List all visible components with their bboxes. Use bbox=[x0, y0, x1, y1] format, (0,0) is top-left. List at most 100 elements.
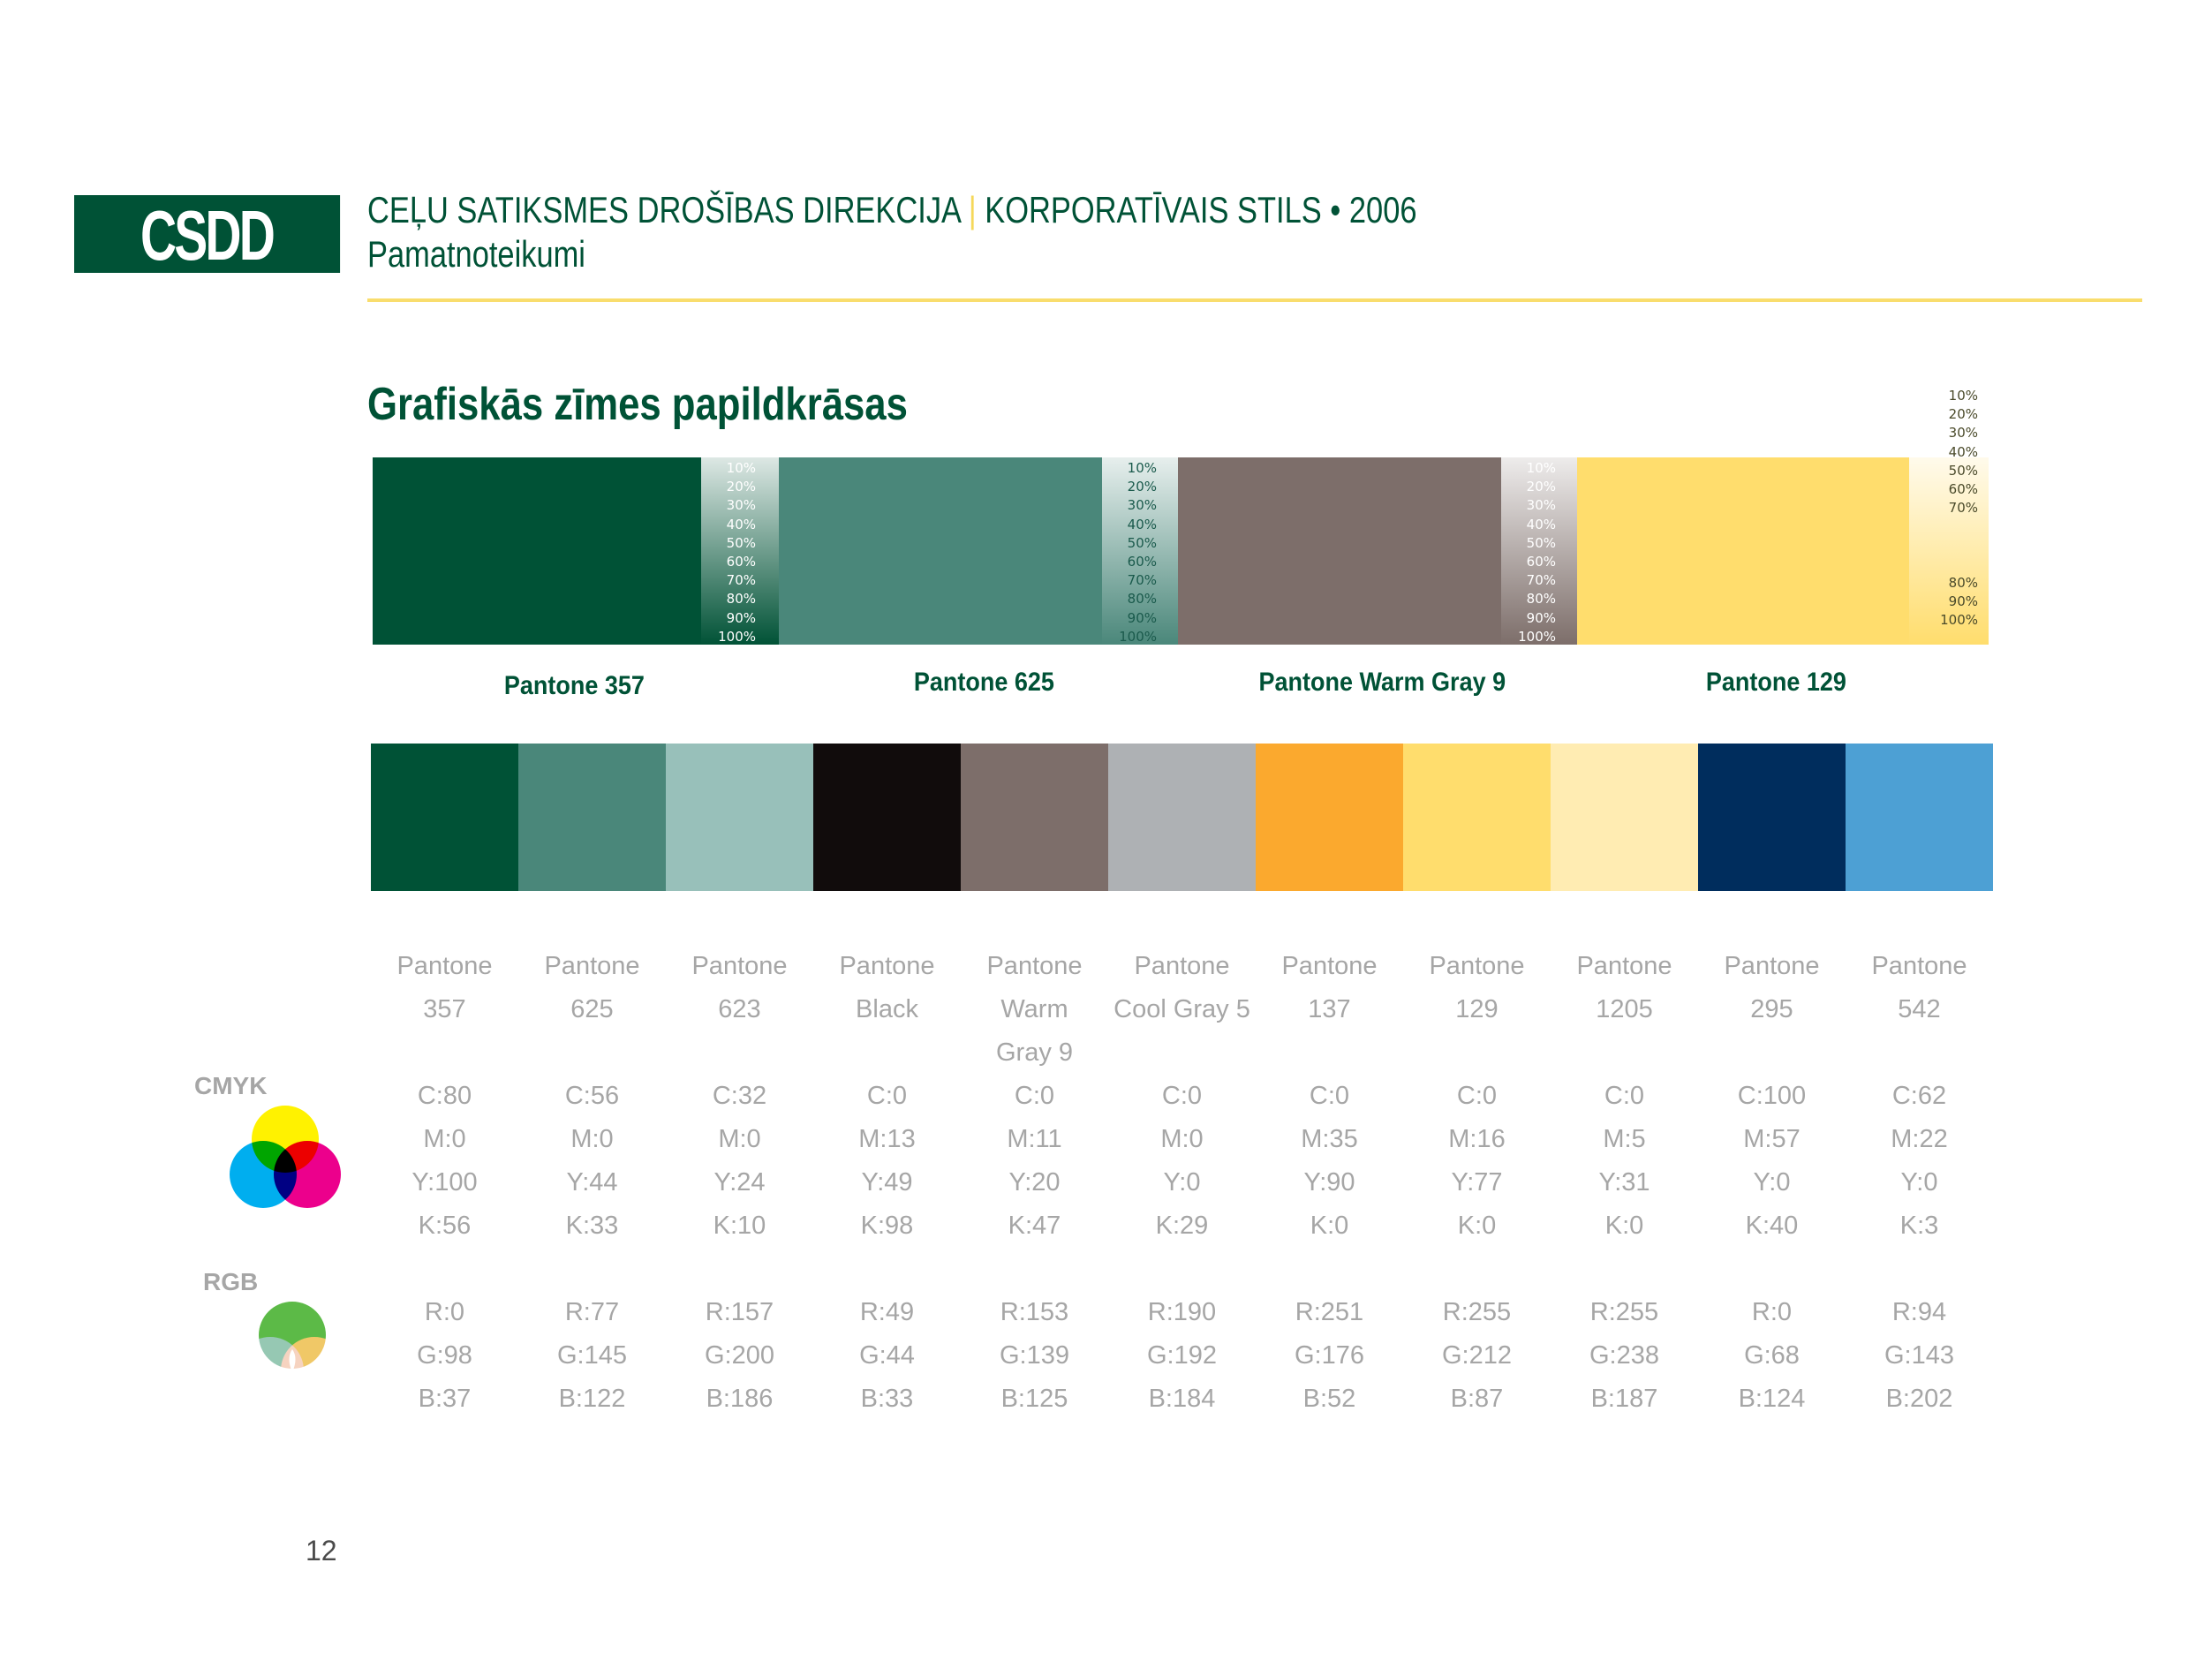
cmyk-value: M:16 bbox=[1448, 1125, 1506, 1153]
spacer bbox=[1256, 1248, 1403, 1291]
cmyk-values: C:0 M:0 Y:0 K:29 bbox=[1108, 1075, 1256, 1248]
spacer bbox=[1108, 1248, 1256, 1291]
rgb-value: R:255 bbox=[1442, 1298, 1512, 1326]
rgb-value: G:68 bbox=[1744, 1341, 1800, 1370]
palette-color-name: Pantone 542 bbox=[1846, 945, 1993, 1075]
color-name-line: 137 bbox=[1308, 995, 1351, 1023]
rgb-value: R:0 bbox=[424, 1298, 465, 1326]
csdd-logo: CSDD bbox=[74, 195, 341, 273]
rgb-values: R:0 G:68 B:124 bbox=[1698, 1291, 1846, 1421]
spacer bbox=[518, 1248, 666, 1291]
cmyk-value: Y:49 bbox=[861, 1168, 913, 1197]
tint-label: 10% bbox=[1127, 460, 1157, 476]
spacer bbox=[813, 1248, 961, 1291]
rgb-values: R:255 G:238 B:187 bbox=[1551, 1291, 1698, 1421]
cmyk-value: M:57 bbox=[1743, 1125, 1801, 1153]
cmyk-value: K:10 bbox=[713, 1212, 766, 1240]
tint-label: 70% bbox=[1526, 572, 1556, 589]
tint-label: 90% bbox=[1127, 609, 1157, 626]
rgb-value: G:145 bbox=[557, 1341, 627, 1370]
palette-swatch bbox=[666, 744, 813, 891]
rgb-value: B:186 bbox=[706, 1385, 774, 1413]
palette-swatch bbox=[1551, 744, 1698, 891]
palette-spec-column: Pantone 625 C:56 M:0 Y:44 K:33 R:77 G:145 B:122 bbox=[518, 945, 666, 1421]
cmyk-value: K:29 bbox=[1155, 1212, 1209, 1240]
tint-label: 60% bbox=[1127, 553, 1157, 570]
palette-color-name: Pantone Cool Gray 5 bbox=[1108, 945, 1256, 1075]
cmyk-icon bbox=[230, 1106, 341, 1208]
tint-label: 80% bbox=[726, 591, 756, 608]
header-separator: | bbox=[968, 189, 977, 230]
cmyk-value: Y:0 bbox=[1753, 1168, 1791, 1197]
cmyk-value: K:0 bbox=[1310, 1212, 1349, 1240]
tint-label: 40% bbox=[1948, 443, 1978, 460]
tint-label: 30% bbox=[1127, 497, 1157, 514]
rgb-value: G:176 bbox=[1295, 1341, 1364, 1370]
palette-spec-column: Pantone 1205 C:0 M:5 Y:31 K:0 R:255 G:238 B:187 bbox=[1551, 945, 1698, 1421]
cmyk-values: C:0 M:16 Y:77 K:0 bbox=[1403, 1075, 1551, 1248]
section-title: Grafiskās zīmes papildkrāsas bbox=[367, 379, 908, 430]
rgb-value: R:157 bbox=[705, 1298, 774, 1326]
palette-swatch bbox=[1403, 744, 1551, 891]
tint-label: 30% bbox=[726, 497, 756, 514]
palette-color-name: Pantone 295 bbox=[1698, 945, 1846, 1075]
rgb-values: R:190 G:192 B:184 bbox=[1108, 1291, 1256, 1421]
pantone-357-tint-scale bbox=[701, 457, 779, 645]
rgb-value: R:0 bbox=[1751, 1298, 1793, 1326]
cmyk-value: C:0 bbox=[1309, 1082, 1350, 1110]
style-line: KORPORATĪVAIS STILS • 2006 bbox=[985, 189, 1417, 230]
cmyk-value: C:32 bbox=[712, 1082, 767, 1110]
header-title: CEĻU SATIKSMES DROŠĪBAS DIREKCIJA | KORP… bbox=[367, 189, 1417, 231]
tint-label: 70% bbox=[726, 572, 756, 589]
color-name-line: Black bbox=[856, 995, 918, 1023]
palette-color-name: Pantone 623 bbox=[666, 945, 813, 1075]
cmyk-value: M:0 bbox=[1160, 1125, 1204, 1153]
palette-swatch bbox=[371, 744, 518, 891]
palette-swatch bbox=[1846, 744, 1993, 891]
color-name-line: Pantone bbox=[1429, 952, 1525, 980]
tint-label: 100% bbox=[1518, 628, 1556, 645]
cmyk-value: M:0 bbox=[718, 1125, 761, 1153]
palette-swatch bbox=[813, 744, 961, 891]
palette-spec-column: Pantone Black C:0 M:13 Y:49 K:98 R:49 G:44 B:33 bbox=[813, 945, 961, 1421]
color-name-line: 1205 bbox=[1596, 995, 1653, 1023]
color-name-line: Pantone bbox=[396, 952, 493, 980]
spacer bbox=[1846, 1248, 1993, 1291]
cmyk-value: K:98 bbox=[860, 1212, 914, 1240]
cmyk-value: C:0 bbox=[1604, 1082, 1645, 1110]
header-subtitle: Pamatnoteikumi bbox=[367, 233, 585, 275]
cmyk-value: C:0 bbox=[1456, 1082, 1498, 1110]
cmyk-values: C:100 M:57 Y:0 K:40 bbox=[1698, 1075, 1846, 1248]
spacer bbox=[666, 1248, 813, 1291]
color-name-line: Pantone bbox=[691, 952, 788, 980]
palette-color-name: Pantone 129 bbox=[1403, 945, 1551, 1075]
tint-label: 30% bbox=[1526, 497, 1556, 514]
rgb-values: R:157 G:200 B:186 bbox=[666, 1291, 813, 1421]
palette-swatch bbox=[1698, 744, 1846, 891]
cmyk-value: M:5 bbox=[1603, 1125, 1646, 1153]
palette-spec-column: Pantone 295 C:100 M:57 Y:0 K:40 R:0 G:68 B:124 bbox=[1698, 945, 1846, 1421]
header-rule bbox=[367, 298, 2142, 302]
tint-label: 40% bbox=[1526, 516, 1556, 532]
pantone-625-tint-scale bbox=[1102, 457, 1178, 645]
tint-label: 100% bbox=[1119, 628, 1157, 645]
pantone-129-tint-labels: 10% 20% 30% 40% 50% 60% 70% 80% 90% 100% bbox=[1916, 387, 1978, 630]
tint-label: 90% bbox=[1948, 593, 1978, 610]
palette-spec-column: Pantone 623 C:32 M:0 Y:24 K:10 R:157 G:200 B:186 bbox=[666, 945, 813, 1421]
rgb-value: B:125 bbox=[1000, 1385, 1068, 1413]
cmyk-value: C:100 bbox=[1737, 1082, 1807, 1110]
cmyk-value: Y:20 bbox=[1008, 1168, 1061, 1197]
color-name-line: 623 bbox=[718, 995, 761, 1023]
rgb-value: R:190 bbox=[1147, 1298, 1217, 1326]
tint-label: 80% bbox=[1127, 591, 1157, 608]
tint-label: 90% bbox=[726, 609, 756, 626]
pantone-625-name: Pantone 625 bbox=[914, 668, 1055, 697]
rgb-value: B:124 bbox=[1738, 1385, 1806, 1413]
cmyk-values: C:0 M:5 Y:31 K:0 bbox=[1551, 1075, 1698, 1248]
cmyk-value: K:0 bbox=[1604, 1212, 1644, 1240]
tint-label: 100% bbox=[718, 628, 756, 645]
org-name: CEĻU SATIKSMES DROŠĪBAS DIREKCIJA bbox=[367, 189, 961, 230]
pantone-129-name: Pantone 129 bbox=[1706, 668, 1847, 697]
tint-label: 10% bbox=[1948, 388, 1978, 404]
color-name-line: Pantone bbox=[1724, 952, 1820, 980]
